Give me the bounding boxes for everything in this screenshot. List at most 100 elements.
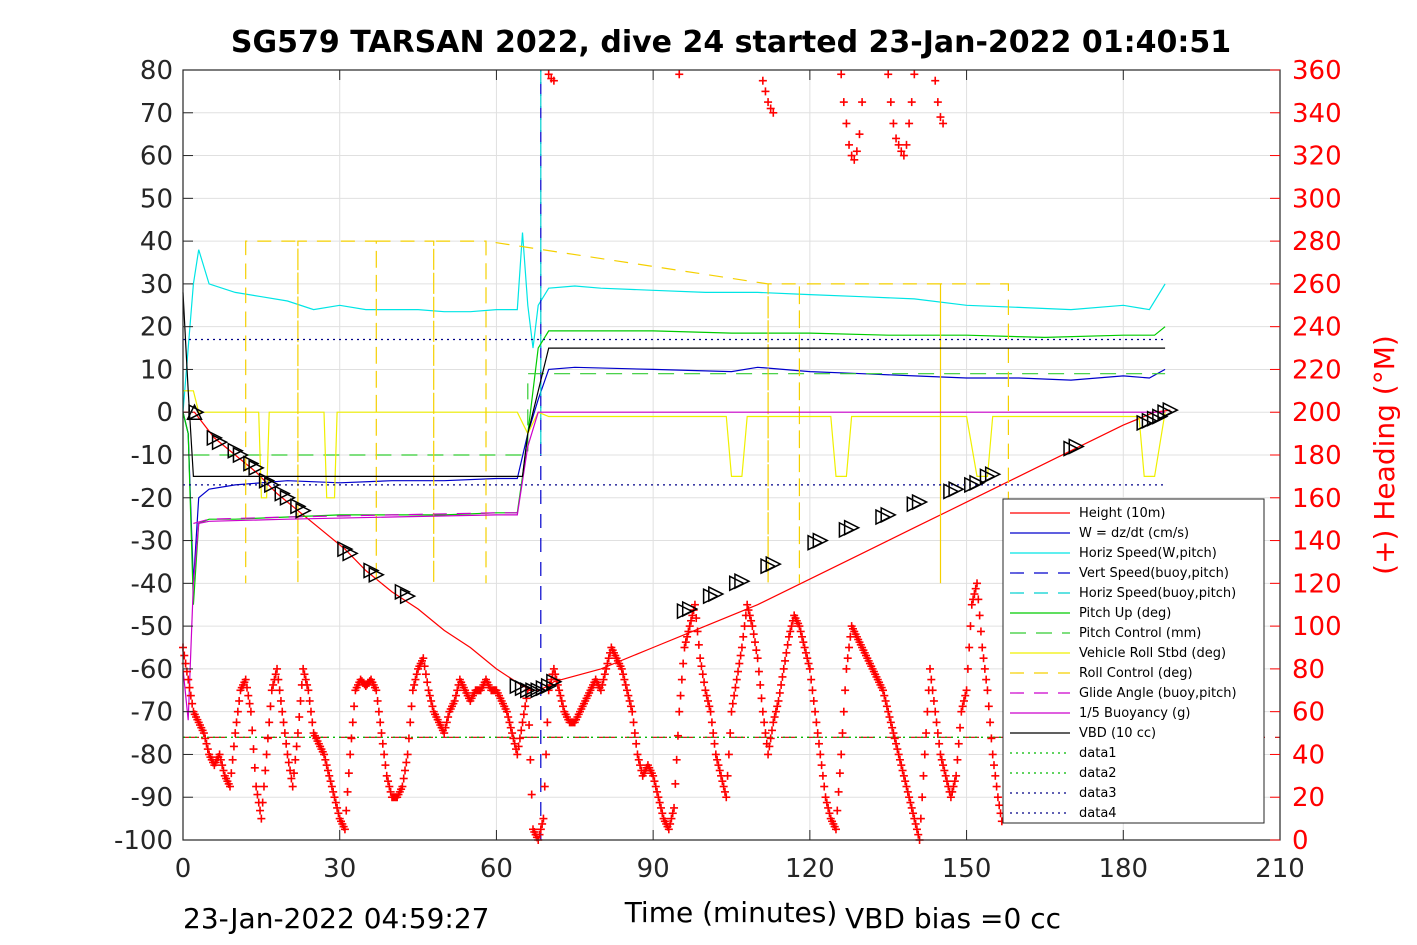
heading-sample xyxy=(598,680,607,689)
heading-sample xyxy=(898,766,907,775)
heading-sample xyxy=(719,782,728,791)
y-tick-label-left: -90 xyxy=(131,783,173,813)
legend-label: VBD (10 cc) xyxy=(1079,726,1156,741)
heading-sample xyxy=(752,646,761,655)
depth-marker xyxy=(258,472,276,489)
heading-sample xyxy=(805,664,814,673)
heading-sample xyxy=(724,750,733,759)
y-tick-label-right: 200 xyxy=(1292,398,1342,428)
y-tick-label-right: 240 xyxy=(1292,313,1342,343)
heading-sample xyxy=(993,793,1002,802)
depth-marker xyxy=(248,459,265,477)
heading-sample xyxy=(536,825,545,834)
heading-sample xyxy=(825,809,834,818)
footer-timestamp: 23-Jan-2022 04:59:27 xyxy=(183,902,489,935)
depth-marker xyxy=(948,481,965,498)
legend-label: Height (10m) xyxy=(1079,506,1165,521)
heading-sample xyxy=(920,750,929,759)
heading-sample xyxy=(839,707,848,716)
depth-marker xyxy=(984,466,1002,483)
heading-sample xyxy=(398,782,407,791)
heading-sample xyxy=(820,782,829,791)
heading-sample xyxy=(884,707,893,716)
heading-sample xyxy=(378,739,387,748)
y-tick-label-left: -20 xyxy=(131,484,173,514)
depth-marker xyxy=(243,455,260,472)
heading-sample xyxy=(273,664,282,673)
heading-sample xyxy=(673,731,682,740)
heading-sample-top xyxy=(910,70,919,79)
legend-label: W = dz/dt (cm/s) xyxy=(1079,526,1189,541)
heading-sample xyxy=(323,766,332,775)
heading-sample xyxy=(293,729,302,738)
heading-sample xyxy=(696,654,705,663)
heading-sample xyxy=(245,699,254,708)
heading-sample-top xyxy=(897,147,906,156)
heading-sample xyxy=(919,771,928,780)
heading-sample xyxy=(308,718,317,727)
heading-sample xyxy=(649,771,658,780)
heading-sample xyxy=(967,600,976,609)
heading-sample xyxy=(664,825,673,834)
x-tick-label: 210 xyxy=(1255,854,1305,884)
heading-sample xyxy=(962,686,971,695)
series-line xyxy=(245,240,1010,584)
heading-sample xyxy=(266,702,275,711)
heading-sample-top xyxy=(894,140,903,149)
heading-sample xyxy=(559,702,568,711)
heading-sample-top xyxy=(899,151,908,160)
heading-sample xyxy=(685,622,694,631)
heading-sample xyxy=(769,718,778,727)
heading-sample xyxy=(952,771,961,780)
depth-marker-triangle xyxy=(681,600,699,618)
y-tick-label-right: 300 xyxy=(1292,184,1342,214)
x-tick-label: 120 xyxy=(785,854,835,884)
heading-sample xyxy=(932,718,941,727)
legend-label: Roll Control (deg) xyxy=(1079,666,1193,681)
depth-marker xyxy=(1068,438,1085,455)
heading-sample xyxy=(723,771,732,780)
heading-sample xyxy=(923,707,932,716)
legend-entry: W = dz/dt (cm/s) xyxy=(1010,526,1189,541)
heading-sample xyxy=(995,801,1004,810)
depth-marker xyxy=(734,572,751,590)
heading-sample xyxy=(519,710,528,719)
heading-sample xyxy=(706,707,715,716)
heading-sample xyxy=(629,718,638,727)
depth-marker xyxy=(342,545,359,562)
heading-sample xyxy=(656,803,665,812)
depth-marker xyxy=(290,498,307,515)
heading-sample xyxy=(784,632,793,641)
heading-sample xyxy=(185,683,194,692)
heading-sample-top xyxy=(850,155,859,164)
legend-label: Pitch Control (mm) xyxy=(1079,626,1201,641)
x-tick-label: 30 xyxy=(323,854,356,884)
legend-label: Pitch Up (deg) xyxy=(1079,606,1171,621)
y-tick-label-left: -50 xyxy=(131,612,173,642)
heading-sample xyxy=(711,750,720,759)
y-tick-label-right: 120 xyxy=(1292,569,1342,599)
heading-sample xyxy=(939,761,948,770)
depth-marker-triangle xyxy=(969,474,986,492)
heading-sample xyxy=(262,750,271,759)
heading-sample-top xyxy=(847,151,856,160)
x-axis: 0 30 60 90 120 150 180 210 xyxy=(175,70,1305,884)
heading-sample xyxy=(241,675,250,684)
y-tick-label-left: 50 xyxy=(140,184,173,214)
heading-sample xyxy=(384,777,393,786)
heading-sample xyxy=(895,755,904,764)
heading-sample xyxy=(700,678,709,687)
heading-sample xyxy=(963,664,972,673)
y-axis-right: 3603403203002802602402202001801601401201… xyxy=(1270,56,1342,856)
heading-sample xyxy=(526,755,535,764)
heading-sample xyxy=(912,825,921,834)
depth-marker-triangle xyxy=(243,455,260,472)
heading-sample xyxy=(760,718,769,727)
heading-sample xyxy=(942,777,951,786)
heading-sample xyxy=(543,718,552,727)
heading-sample-top xyxy=(884,70,893,79)
heading-sample xyxy=(676,691,685,700)
heading-sample xyxy=(718,777,727,786)
chart-title: SG579 TARSAN 2022, dive 24 started 23-Ja… xyxy=(231,25,1231,60)
heading-sample xyxy=(557,696,566,705)
